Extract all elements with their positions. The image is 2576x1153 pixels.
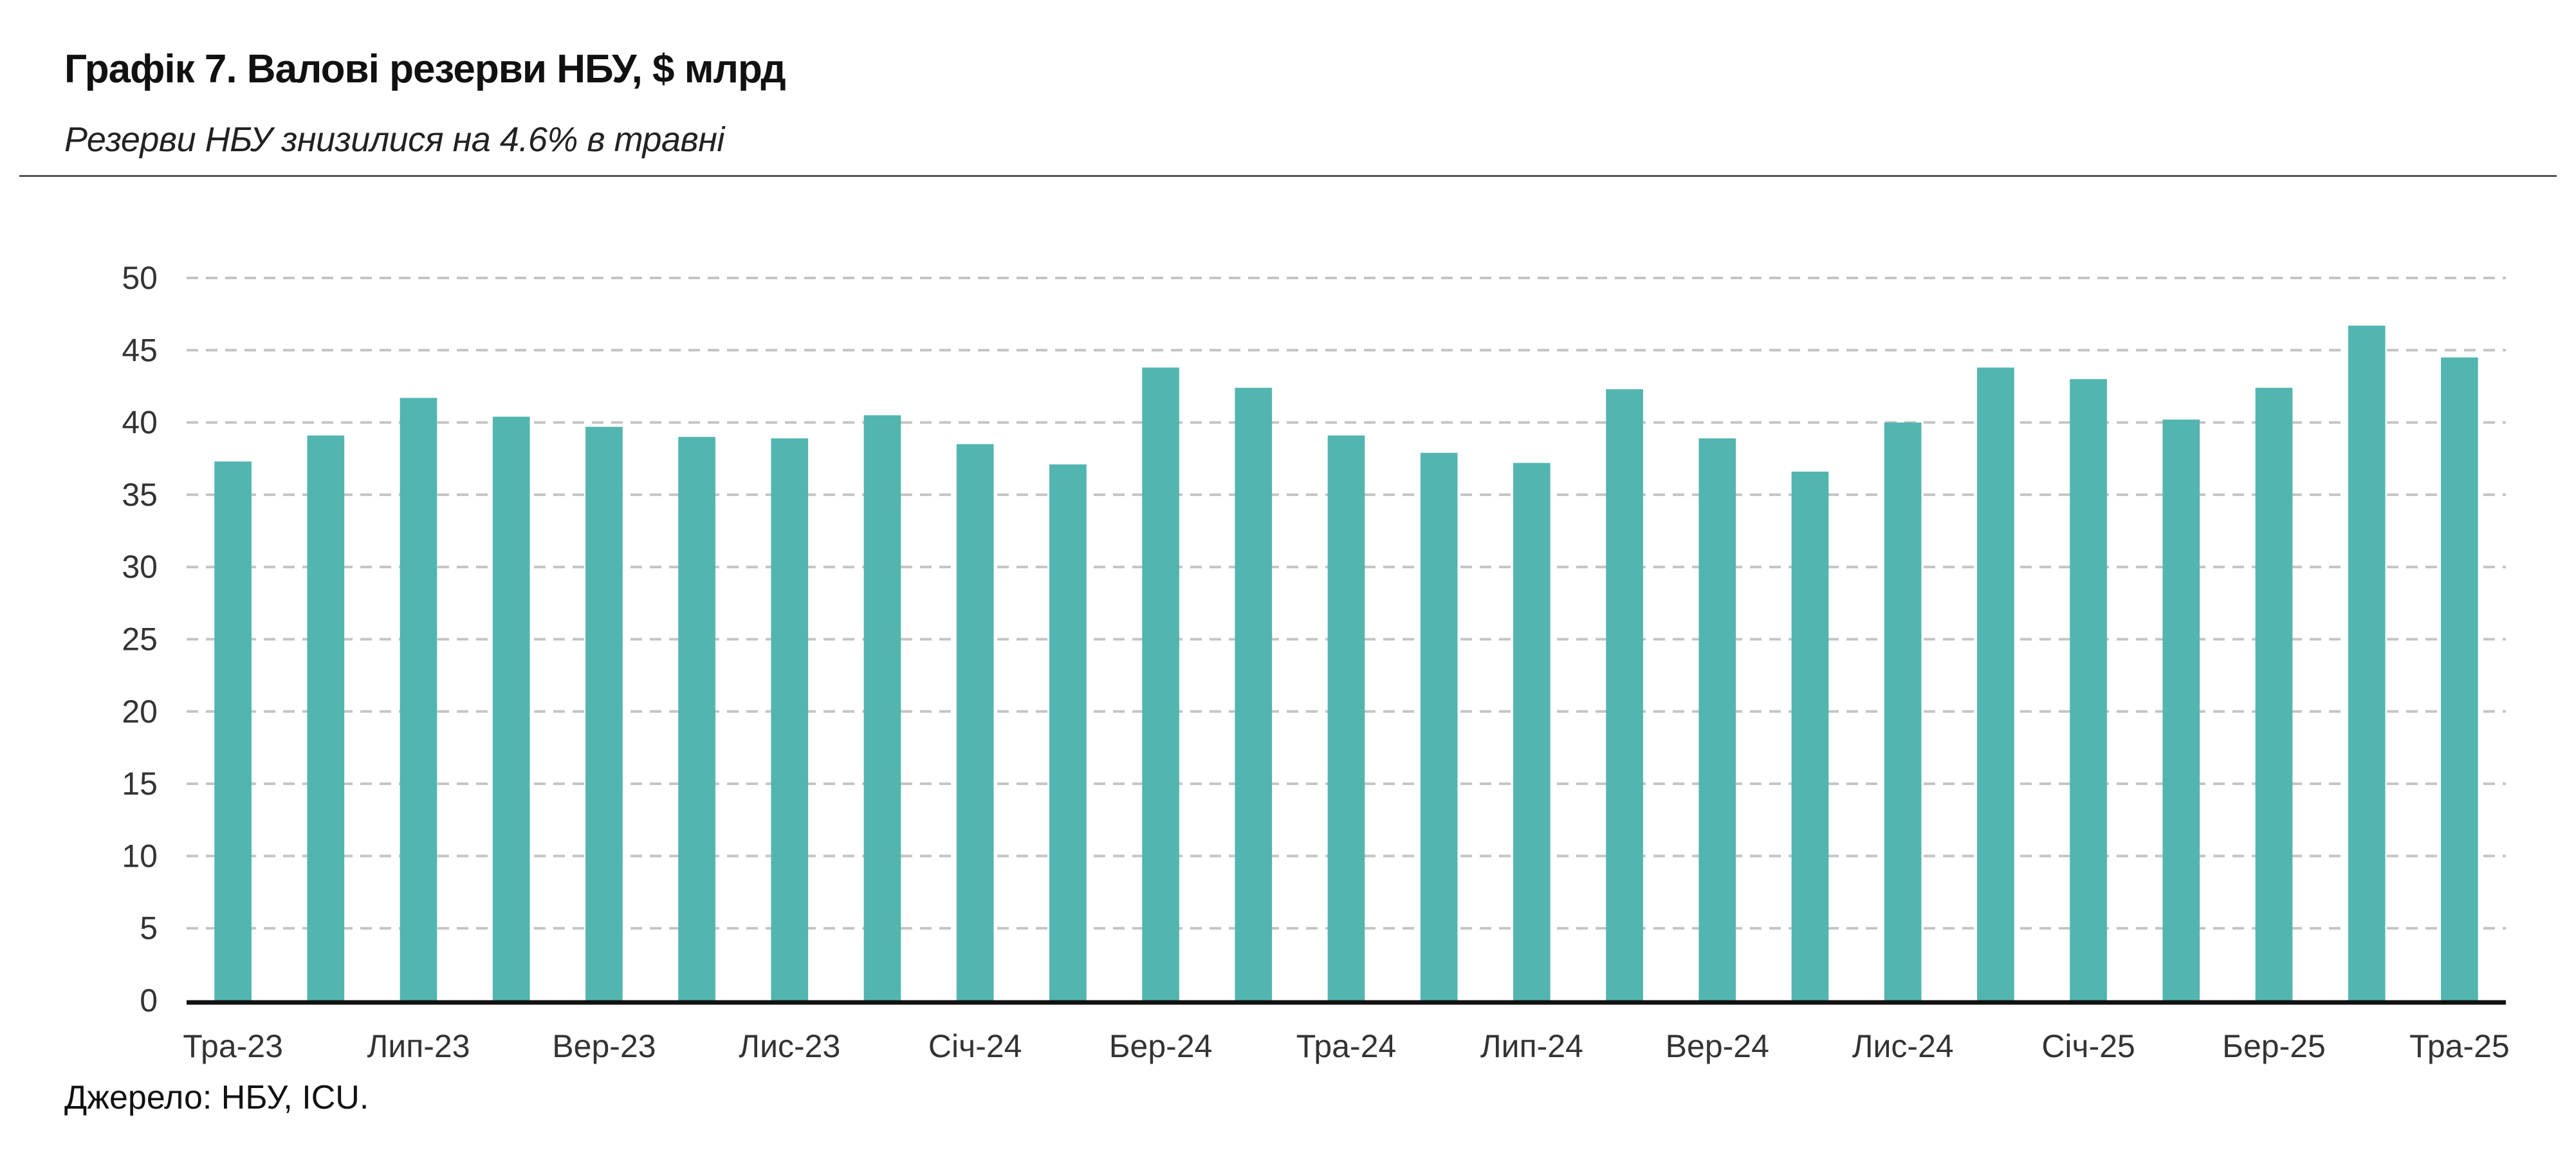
x-tick-label: Лип-24 — [1480, 1028, 1583, 1064]
x-tick-label: Бер-25 — [2222, 1028, 2326, 1064]
x-tick-label: Бер-24 — [1109, 1028, 1213, 1064]
bar — [1698, 438, 1736, 1001]
bar — [1977, 367, 2014, 1001]
bar — [1420, 452, 1458, 1001]
chart-title: Графік 7. Валові резерви НБУ, $ млрд — [64, 47, 786, 91]
x-tick-label: Лис-23 — [739, 1028, 840, 1064]
bar — [1235, 387, 1273, 1001]
bar — [771, 438, 809, 1001]
y-tick-label: 45 — [122, 332, 158, 368]
x-tick-label: Вер-24 — [1666, 1028, 1769, 1064]
bar — [214, 461, 252, 1001]
x-tick-label: Тра-23 — [183, 1028, 283, 1064]
bar — [585, 427, 623, 1001]
bar — [956, 444, 994, 1001]
bar — [400, 398, 437, 1001]
x-tick-label: Лис-24 — [1852, 1028, 1954, 1064]
chart-subtitle: Резерви НБУ знизилися на 4.6% в травні — [64, 120, 724, 159]
bar — [1142, 367, 1179, 1001]
bar — [678, 437, 715, 1001]
y-tick-label: 5 — [140, 910, 158, 946]
bar — [1327, 435, 1365, 1001]
y-tick-label: 15 — [122, 766, 158, 802]
bar — [2255, 387, 2293, 1001]
title-divider — [19, 175, 2557, 177]
x-tick-label: Тра-24 — [1296, 1028, 1397, 1064]
bar — [2070, 379, 2107, 1001]
y-tick-label: 30 — [122, 549, 158, 585]
y-tick-label: 20 — [122, 694, 158, 730]
y-tick-label: 0 — [140, 982, 158, 1019]
bar — [1513, 463, 1550, 1001]
bar — [2348, 326, 2386, 1001]
y-tick-label: 10 — [122, 838, 158, 874]
x-tick-label: Січ-24 — [928, 1028, 1022, 1064]
x-tick-label: Лип-23 — [367, 1028, 470, 1064]
bar — [2162, 420, 2200, 1001]
bar — [1606, 389, 1643, 1001]
bar — [863, 415, 901, 1001]
y-tick-label: 50 — [122, 260, 158, 296]
bar — [307, 435, 345, 1001]
bars — [214, 326, 2478, 1001]
bar — [1791, 471, 1829, 1001]
bar — [1049, 464, 1087, 1001]
y-axis-ticks: 0 5 10 15 20 25 30 35 40 45 50 — [122, 260, 158, 1019]
source-note: Джерело: НБУ, ICU. — [64, 1079, 369, 1116]
y-tick-label: 35 — [122, 477, 158, 513]
bar — [492, 416, 530, 1001]
x-tick-label: Січ-25 — [2041, 1028, 2135, 1064]
x-tick-label: Тра-25 — [2409, 1028, 2510, 1064]
bar — [1884, 422, 1922, 1001]
bar — [2441, 357, 2478, 1001]
y-tick-label: 40 — [122, 405, 158, 441]
y-tick-label: 25 — [122, 622, 158, 658]
x-axis-ticks: Тра-23 Лип-23 Вер-23 Лис-23 Січ-24 Бер-24 Тра-… — [183, 1028, 2509, 1064]
x-tick-label: Вер-23 — [552, 1028, 656, 1064]
